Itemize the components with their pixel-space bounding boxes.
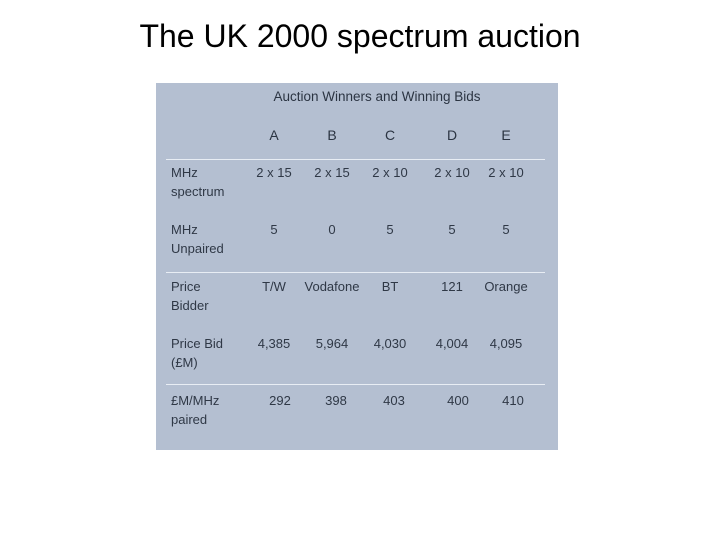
table-cell: 4,385 (257, 336, 291, 351)
row-label-spectrum: MHz spectrum (171, 163, 251, 201)
row-label-line: paired (171, 412, 208, 427)
row-label-line: MHz (171, 222, 198, 237)
table-cell: 5 (448, 222, 456, 237)
table-cell: 292 (269, 393, 291, 408)
table-cell: 2 x 15 (314, 165, 350, 180)
table-rule (166, 159, 545, 160)
table-cell: 5,964 (315, 336, 349, 351)
column-header-c: C (384, 127, 396, 143)
table-cell: 4,004 (435, 336, 469, 351)
table-cell: 0 (328, 222, 336, 237)
table-cell: 400 (447, 393, 469, 408)
row-label-price-bid: Price Bid (£M) (171, 334, 251, 372)
row-label-bidder: Price Bidder (171, 277, 251, 315)
table-cell: Vodafone (304, 279, 360, 294)
table-cell: 5 (502, 222, 510, 237)
column-header-d: D (446, 127, 458, 143)
table-cell: 2 x 10 (372, 165, 408, 180)
row-label-line: MHz (171, 165, 198, 180)
row-label-per-mhz: £M/MHz paired (171, 391, 251, 429)
table-cell: BT (381, 279, 399, 294)
auction-table: Auction Winners and Winning Bids A B C D… (156, 83, 558, 450)
table-cell: 2 x 15 (256, 165, 292, 180)
table-cell: 4,030 (373, 336, 407, 351)
row-label-line: Bidder (171, 298, 209, 313)
row-label-line: spectrum (171, 184, 225, 199)
row-label-line: £M/MHz (171, 393, 220, 408)
table-cell: 403 (383, 393, 405, 408)
table-rule (166, 272, 545, 273)
table-caption: Auction Winners and Winning Bids (273, 89, 481, 104)
table-cell: 4,095 (489, 336, 523, 351)
row-label-line: Unpaired (171, 241, 224, 256)
table-cell: 398 (325, 393, 347, 408)
table-rule (166, 384, 545, 385)
table-cell: T/W (262, 279, 286, 294)
table-cell: Orange (484, 279, 528, 294)
table-cell: 121 (441, 279, 463, 294)
column-header-e: E (501, 127, 511, 143)
table-cell: 2 x 10 (434, 165, 470, 180)
table-cell: 2 x 10 (488, 165, 524, 180)
table-cell: 410 (502, 393, 524, 408)
row-label-line: Price (171, 279, 201, 294)
row-label-unpaired: MHz Unpaired (171, 220, 251, 258)
column-header-b: B (327, 127, 337, 143)
slide-title: The UK 2000 spectrum auction (139, 18, 581, 54)
table-cell: 5 (270, 222, 278, 237)
column-header-a: A (269, 127, 279, 143)
row-label-line: Price Bid (171, 336, 224, 351)
row-label-line: (£M) (171, 355, 198, 370)
table-cell: 5 (386, 222, 394, 237)
